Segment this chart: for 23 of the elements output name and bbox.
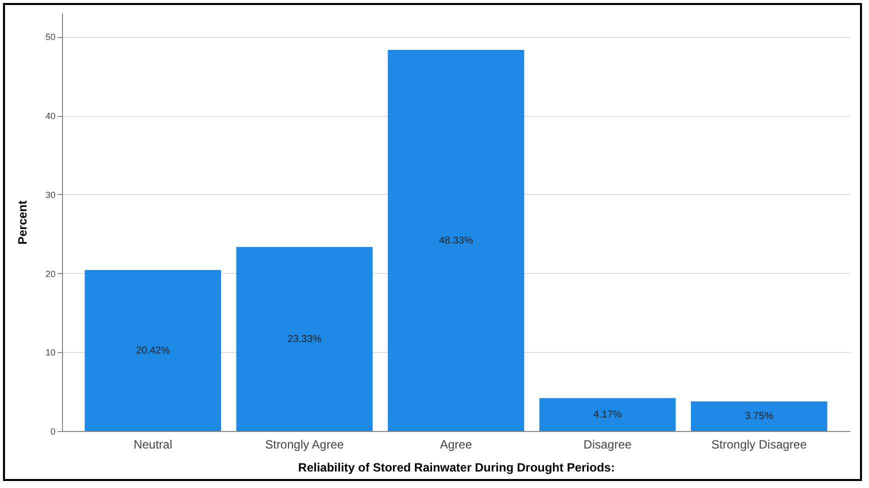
y-tick-label: 20 bbox=[45, 268, 56, 279]
bar bbox=[84, 270, 222, 431]
y-tick-label: 50 bbox=[45, 32, 56, 42]
bar bbox=[539, 398, 676, 431]
y-tick-label: 40 bbox=[45, 111, 56, 122]
y-tick-label: 30 bbox=[45, 190, 56, 200]
x-tick-label: Strongly Agree bbox=[265, 438, 344, 452]
x-tick-label: Agree bbox=[440, 438, 472, 452]
data-label: 3.75% bbox=[744, 411, 774, 422]
x-tick-label: Neutral bbox=[134, 438, 172, 452]
bar bbox=[690, 401, 828, 431]
y-tick-label: 10 bbox=[45, 348, 56, 358]
data-label: 4.17% bbox=[593, 410, 622, 421]
x-axis-title: Reliability of Stored Rainwater During Drought Periods: bbox=[298, 460, 615, 474]
x-tick-label: Disagree bbox=[584, 438, 632, 452]
y-tick-label: 0 bbox=[50, 426, 56, 436]
x-tick-label: Strongly Disagree bbox=[711, 438, 808, 452]
data-label: 48.33% bbox=[439, 235, 474, 246]
y-axis-title: Percent bbox=[15, 200, 30, 245]
bar bbox=[388, 50, 524, 431]
bar bbox=[236, 247, 373, 431]
data-label: 20.42% bbox=[136, 345, 170, 356]
data-label: 23.33% bbox=[288, 334, 322, 345]
